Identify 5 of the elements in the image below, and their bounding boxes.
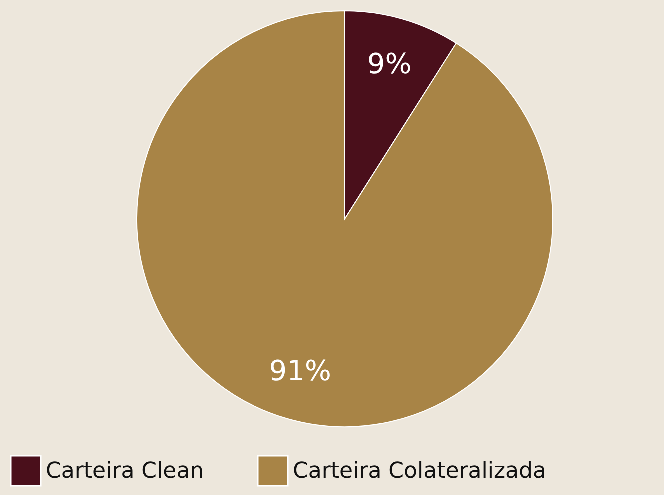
legend-label: Carteira Colateralizada: [293, 459, 546, 484]
legend-label: Carteira Clean: [46, 459, 204, 484]
pie-slice: [136, 10, 554, 428]
data-label: 9%: [367, 47, 412, 80]
data-label: 91%: [269, 354, 332, 388]
